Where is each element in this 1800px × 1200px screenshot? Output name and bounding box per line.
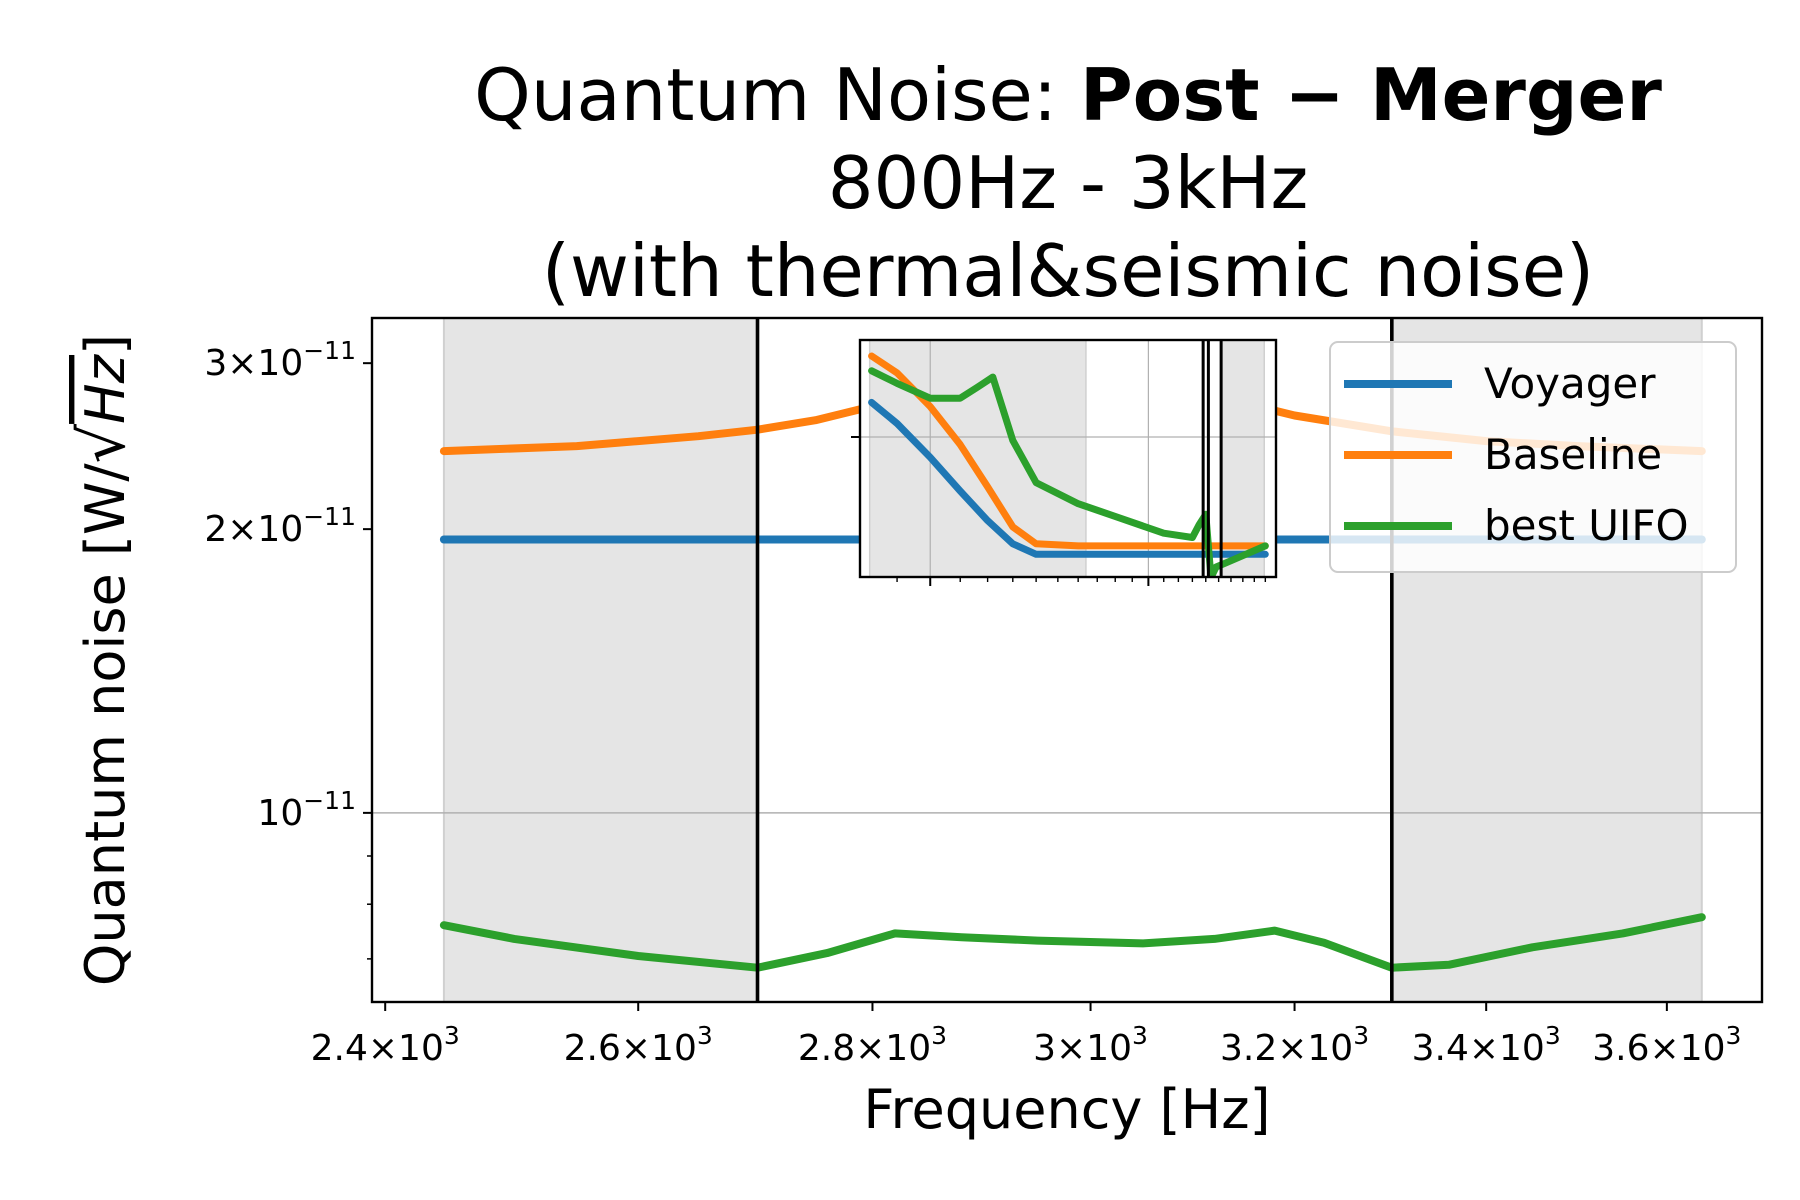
legend-box bbox=[1329, 341, 1737, 573]
series-line-best-uifo bbox=[439, 913, 1706, 972]
inset-shaded-region-1 bbox=[1220, 339, 1265, 578]
y-tick-label: 10−11 bbox=[257, 786, 356, 834]
chart-title: Quantum Noise: Post − Merger bbox=[474, 53, 1662, 137]
shaded-region-0 bbox=[442, 317, 759, 1003]
inset-frame bbox=[858, 338, 1278, 579]
x-tick-label: 3×103 bbox=[1033, 1021, 1148, 1069]
legend-label-best-uifo: best UIFO bbox=[1484, 501, 1689, 550]
x-tick-label: 3.2×103 bbox=[1220, 1021, 1369, 1069]
chart-subtitle-note: (with thermal&seismic noise) bbox=[542, 229, 1594, 313]
x-tick-label: 3.4×103 bbox=[1412, 1021, 1561, 1069]
x-tick-label: 2.4×103 bbox=[311, 1021, 460, 1069]
y-tick-label: 3×10−11 bbox=[204, 336, 356, 384]
legend-label-voyager: Voyager bbox=[1484, 359, 1656, 408]
inset-ticks bbox=[851, 436, 1267, 586]
x-tick-label: 3.6×103 bbox=[1592, 1021, 1741, 1069]
y-axis-label: Quantum noise [W/√Hz] bbox=[66, 334, 139, 986]
inset-series-line-baseline bbox=[868, 352, 1269, 550]
legend: Voyager Baseline best UIFO bbox=[1329, 341, 1737, 573]
y-axis-label-end: ] bbox=[74, 334, 137, 355]
inset-series bbox=[868, 352, 1269, 577]
inset-series-line-best-uifo bbox=[868, 367, 1269, 577]
y-axis-label-main: Quantum noise [W/ bbox=[74, 463, 137, 986]
x-tick-label: 2.6×103 bbox=[564, 1021, 713, 1069]
chart-title-bold: Post − Merger bbox=[1080, 53, 1662, 137]
chart-title-prefix: Quantum Noise: bbox=[474, 53, 1080, 137]
y-axis-label-hz: Hz bbox=[74, 353, 137, 424]
inset-series-line-voyager bbox=[868, 398, 1269, 558]
x-axis-label: Frequency [Hz] bbox=[863, 1078, 1270, 1141]
y-tick-label: 2×10−11 bbox=[204, 502, 356, 550]
x-tick-label: 2.8×103 bbox=[798, 1021, 947, 1069]
x-axis-ticks: 2.4×103 2.6×103 2.8×103 3×103 3.2×103 3.4×103… bbox=[311, 1002, 1741, 1069]
chart-subtitle-range: 800Hz - 3kHz bbox=[828, 141, 1309, 225]
inset-plot bbox=[851, 338, 1278, 586]
legend-label-baseline: Baseline bbox=[1484, 430, 1662, 479]
plot-frame bbox=[370, 316, 1764, 1004]
y-axis-ticks: 3×10−11 2×10−11 10−11 bbox=[204, 336, 372, 960]
y-axis-label-sqrt: √ bbox=[66, 423, 139, 463]
